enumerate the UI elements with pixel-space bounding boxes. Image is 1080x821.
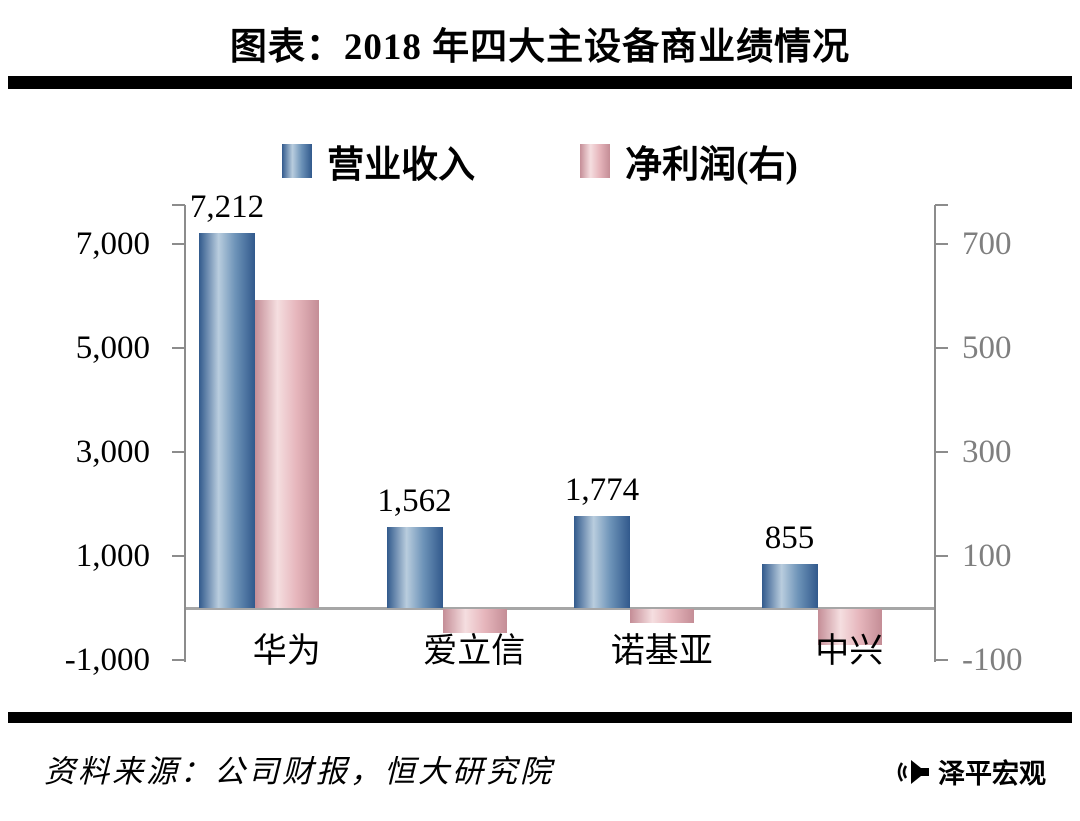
legend-item-profit: 净利润(右) bbox=[580, 134, 798, 188]
bar-revenue bbox=[386, 526, 443, 608]
logo-text: 泽平宏观 bbox=[938, 759, 1046, 789]
y-axis-tick-left bbox=[172, 347, 185, 349]
category-label: 诺基亚 bbox=[610, 633, 713, 670]
y-axis-label-left: -1,000 bbox=[64, 642, 150, 678]
bottom-divider bbox=[8, 712, 1072, 723]
bar-revenue bbox=[574, 515, 630, 608]
profit-swatch-icon bbox=[580, 144, 611, 178]
bar-value-label: 1,774 bbox=[564, 471, 640, 508]
y-axis-label-left: 7,000 bbox=[75, 226, 150, 262]
legend-item-revenue: 营业收入 bbox=[282, 134, 475, 188]
y-axis-tick-left bbox=[172, 659, 185, 661]
legend: 营业收入 净利润(右) bbox=[0, 134, 1080, 188]
y-axis-tick-right bbox=[935, 204, 948, 206]
bar-profit bbox=[817, 609, 882, 646]
zeping-macro-logo: 泽平宏观 bbox=[896, 752, 1046, 791]
bar-value-label: 855 bbox=[764, 519, 815, 556]
y-axis-line-left bbox=[184, 205, 186, 662]
y-axis-tick-right bbox=[935, 659, 948, 661]
y-axis-label-right: -100 bbox=[962, 642, 1023, 678]
category-label: 爱立信 bbox=[423, 633, 526, 670]
bar-value-label: 1,562 bbox=[377, 482, 452, 519]
bar-revenue bbox=[199, 232, 255, 608]
y-axis-tick-right bbox=[935, 451, 948, 453]
y-axis-tick-right bbox=[935, 555, 948, 557]
y-axis-tick-right bbox=[935, 243, 948, 245]
legend-label-revenue: 营业收入 bbox=[327, 145, 476, 186]
megaphone-icon bbox=[897, 759, 929, 784]
bar-profit bbox=[442, 609, 507, 633]
y-axis-tick-left bbox=[172, 204, 185, 206]
y-axis-tick-left bbox=[172, 243, 185, 245]
category-label: 华为 bbox=[252, 633, 321, 670]
y-axis-label-right: 700 bbox=[962, 226, 1012, 262]
y-axis-label-right: 500 bbox=[962, 330, 1012, 366]
category-label: 中兴 bbox=[815, 633, 884, 670]
bar-profit bbox=[255, 299, 319, 608]
y-axis-label-left: 5,000 bbox=[75, 330, 150, 366]
y-axis-tick-right bbox=[935, 347, 948, 349]
y-axis-label-right: 100 bbox=[962, 538, 1012, 574]
bar-profit bbox=[630, 609, 694, 623]
y-axis-label-right: 300 bbox=[962, 434, 1012, 470]
chart-title: 图表：2018 年四大主设备商业绩情况 bbox=[229, 27, 851, 68]
top-divider bbox=[8, 76, 1072, 89]
y-axis-tick-left bbox=[172, 555, 185, 557]
bar-revenue bbox=[761, 563, 818, 608]
y-axis-label-left: 1,000 bbox=[75, 538, 150, 574]
y-axis-line-right bbox=[934, 205, 936, 662]
legend-label-profit: 净利润(右) bbox=[625, 145, 798, 186]
source-text: 资料来源：公司财报，恒大研究院 bbox=[44, 754, 554, 789]
y-axis-tick-left bbox=[172, 451, 185, 453]
bar-value-label: 7,212 bbox=[189, 188, 265, 225]
zero-baseline bbox=[185, 607, 935, 610]
y-axis-label-left: 3,000 bbox=[75, 434, 150, 470]
revenue-swatch-icon bbox=[282, 144, 313, 178]
